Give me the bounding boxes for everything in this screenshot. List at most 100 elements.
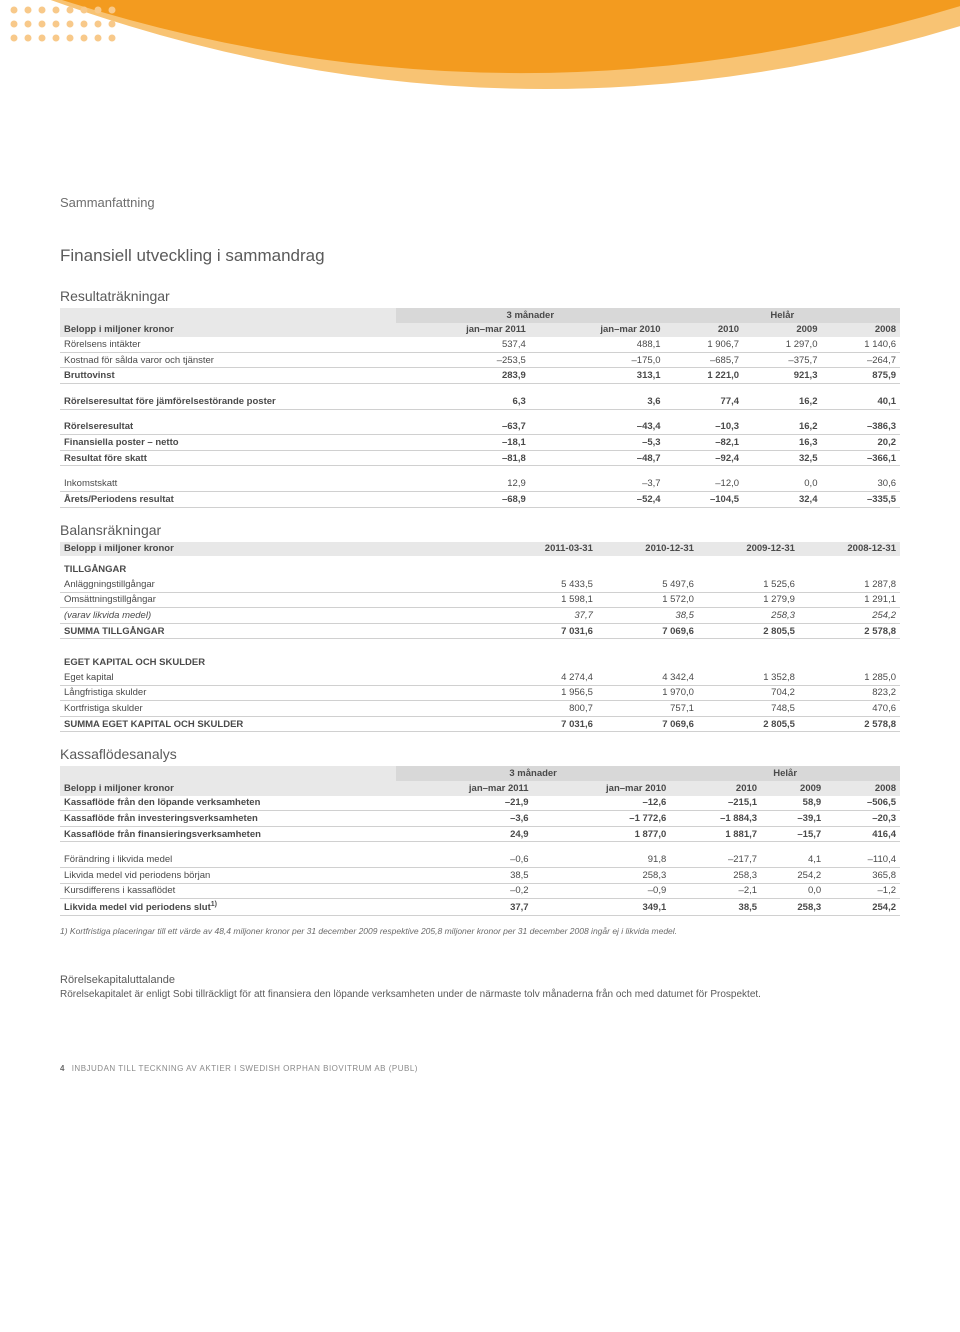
cell: 349,1 (533, 899, 671, 916)
cell: 1 291,1 (799, 592, 900, 608)
cell: –264,7 (821, 352, 900, 368)
cell: –21,9 (396, 796, 533, 811)
cell: 875,9 (821, 368, 900, 384)
cell: 38,5 (597, 608, 698, 624)
cell: 1 906,7 (665, 337, 743, 352)
cell: 16,2 (743, 420, 821, 435)
cell: 4 274,4 (497, 670, 597, 685)
cell: –82,1 (665, 435, 743, 451)
cell: –1 772,6 (533, 811, 671, 827)
cell: 58,9 (761, 796, 825, 811)
row-label: Rörelseresultat före jämförelsestörande … (60, 394, 396, 409)
row-label: Finansiella poster – netto (60, 435, 396, 451)
cell: –253,5 (396, 352, 530, 368)
cell: –217,7 (670, 852, 761, 867)
row-label: Rörelseresultat (60, 420, 396, 435)
row-label: Årets/Periodens resultat (60, 491, 396, 507)
row-label: Långfristiga skulder (60, 685, 396, 701)
cell: –81,8 (396, 450, 530, 466)
table-row: Kursdifferens i kassaflödet–0,2–0,9–2,10… (60, 883, 900, 899)
belopp-label: Belopp i miljoner kronor (60, 781, 396, 796)
cell: –215,1 (670, 796, 761, 811)
table-row: Resultat före skatt–81,8–48,7–92,432,5–3… (60, 450, 900, 466)
cell: 254,2 (825, 899, 900, 916)
cell: 7 031,6 (497, 623, 597, 639)
cell: 1 221,0 (665, 368, 743, 384)
cell: 1 572,0 (597, 592, 698, 608)
cell: –175,0 (530, 352, 665, 368)
cell: 12,9 (396, 476, 530, 491)
cell: –63,7 (396, 420, 530, 435)
cell: 37,7 (497, 608, 597, 624)
cell: 1 525,6 (698, 577, 799, 592)
header-graphic (0, 0, 960, 155)
cell: 37,7 (396, 899, 533, 916)
cell: 6,3 (396, 394, 530, 409)
page-content: Sammanfattning Finansiell utveckling i s… (0, 155, 960, 1022)
cashflow-col-headers: Belopp i miljoner kronor jan–mar 2011 ja… (60, 781, 900, 796)
row-label: SUMMA TILLGÅNGAR (60, 623, 396, 639)
table-row: Finansiella poster – netto–18,1–5,3–82,1… (60, 435, 900, 451)
cell: 0,0 (743, 476, 821, 491)
cell: 7 031,6 (497, 716, 597, 732)
cell: –20,3 (825, 811, 900, 827)
cell: 0,0 (761, 883, 825, 899)
cell: 1 881,7 (670, 826, 761, 842)
blank-header (60, 308, 396, 323)
table-row: Långfristiga skulder1 956,51 970,0704,28… (60, 685, 900, 701)
statement-body: Rörelsekapitalet är enligt Sobi tillräck… (60, 988, 900, 1003)
cell: 1 598,1 (497, 592, 597, 608)
cell: 313,1 (530, 368, 665, 384)
cell: 38,5 (396, 868, 533, 884)
cell: 258,3 (761, 899, 825, 916)
row-label: Kursdifferens i kassaflödet (60, 883, 396, 899)
belopp-label: Belopp i miljoner kronor (60, 323, 396, 338)
cell: 1 140,6 (821, 337, 900, 352)
cell: 258,3 (670, 868, 761, 884)
cell: 7 069,6 (597, 716, 698, 732)
cell: –18,1 (396, 435, 530, 451)
cell: 1 956,5 (497, 685, 597, 701)
row-label: SUMMA EGET KAPITAL OCH SKULDER (60, 716, 396, 732)
cell: –10,3 (665, 420, 743, 435)
cell: –12,6 (533, 796, 671, 811)
cell: –104,5 (665, 491, 743, 507)
table-row: Rörelseresultat–63,7–43,4–10,316,2–386,3 (60, 420, 900, 435)
section-header: EGET KAPITAL OCH SKULDER (60, 649, 900, 670)
cell: –2,1 (670, 883, 761, 899)
cell: –0,6 (396, 852, 533, 867)
group-year: Helår (665, 308, 900, 323)
balance-table: Belopp i miljoner kronor 2011-03-31 2010… (60, 542, 900, 733)
cell: 32,5 (743, 450, 821, 466)
cell: 2 805,5 (698, 716, 799, 732)
cell: 1 285,0 (799, 670, 900, 685)
cell: 5 497,6 (597, 577, 698, 592)
statement-title: Rörelsekapitaluttalande (60, 974, 900, 986)
cell: 5 433,5 (497, 577, 597, 592)
table-row: Kassaflöde från finansieringsverksamhete… (60, 826, 900, 842)
group-3m: 3 månader (396, 766, 670, 781)
cell: 365,8 (825, 868, 900, 884)
main-title: Finansiell utveckling i sammandrag (60, 246, 900, 266)
table-row: Förändring i likvida medel–0,691,8–217,7… (60, 852, 900, 867)
cell: 1 970,0 (597, 685, 698, 701)
table-row: Eget kapital4 274,44 342,41 352,81 285,0 (60, 670, 900, 685)
footnote: 1) Kortfristiga placeringar till ett vär… (60, 926, 900, 938)
income-table: 3 månader Helår Belopp i miljoner kronor… (60, 308, 900, 508)
income-title: Resultaträkningar (60, 288, 900, 304)
table-row: (varav likvida medel)37,738,5258,3254,2 (60, 608, 900, 624)
table-row: Anläggningstillgångar5 433,55 497,61 525… (60, 577, 900, 592)
blank-header (60, 766, 396, 781)
table-row: Rörelsens intäkter537,4488,11 906,71 297… (60, 337, 900, 352)
cell: 1 352,8 (698, 670, 799, 685)
table-row: Rörelseresultat före jämförelsestörande … (60, 394, 900, 409)
table-row: Kassaflöde från investeringsverksamheten… (60, 811, 900, 827)
group-year: Helår (670, 766, 900, 781)
row-label: Omsättningstillgångar (60, 592, 396, 608)
cell: 1 297,0 (743, 337, 821, 352)
income-col-headers: Belopp i miljoner kronor jan–mar 2011 ja… (60, 323, 900, 338)
cell: –68,9 (396, 491, 530, 507)
row-label: Inkomstskatt (60, 476, 396, 491)
row-label: Likvida medel vid periodens slut1) (60, 899, 396, 916)
footer-text: INBJUDAN TILL TECKNING AV AKTIER I SWEDI… (72, 1064, 418, 1073)
